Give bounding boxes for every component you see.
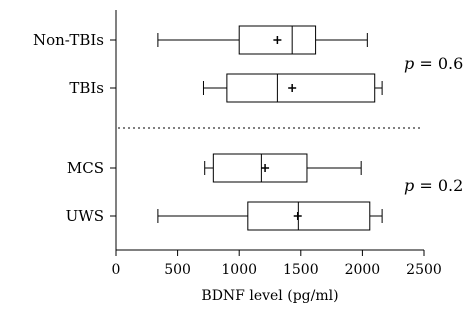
box-uws xyxy=(157,201,383,231)
p-symbol: p xyxy=(404,54,414,73)
iqr-box xyxy=(226,73,376,103)
x-tick-label: 1500 xyxy=(283,262,319,278)
x-tick-label: 2500 xyxy=(406,262,442,278)
axes xyxy=(110,10,424,251)
p-symbol: p xyxy=(404,176,414,195)
x-tick-label: 1000 xyxy=(221,262,257,278)
category-label-non-tbis: Non-TBIs xyxy=(33,31,104,49)
iqr-box xyxy=(212,153,308,183)
box-non-tbis xyxy=(157,25,368,55)
p-value-text: = 0.6 xyxy=(414,54,463,73)
p-value-annotation-bottom: p = 0.2 xyxy=(404,176,463,195)
category-label-uws: UWS xyxy=(66,207,104,225)
p-value-annotation-top: p = 0.6 xyxy=(404,54,463,73)
x-tick-label: 2000 xyxy=(345,262,381,278)
box-tbis xyxy=(202,73,383,103)
box-mcs xyxy=(204,153,362,183)
x-tick-label: 0 xyxy=(112,262,121,278)
x-axis-label: BDNF level (pg/ml) xyxy=(201,288,338,304)
p-value-text: = 0.2 xyxy=(414,176,463,195)
iqr-box xyxy=(247,201,371,231)
x-tick-label: 500 xyxy=(164,262,191,278)
boxes xyxy=(157,25,383,231)
x-ticks: 0 500 1000 1500 2000 2500 xyxy=(112,250,442,278)
category-label-tbis: TBIs xyxy=(69,79,104,97)
category-label-mcs: MCS xyxy=(67,159,104,177)
